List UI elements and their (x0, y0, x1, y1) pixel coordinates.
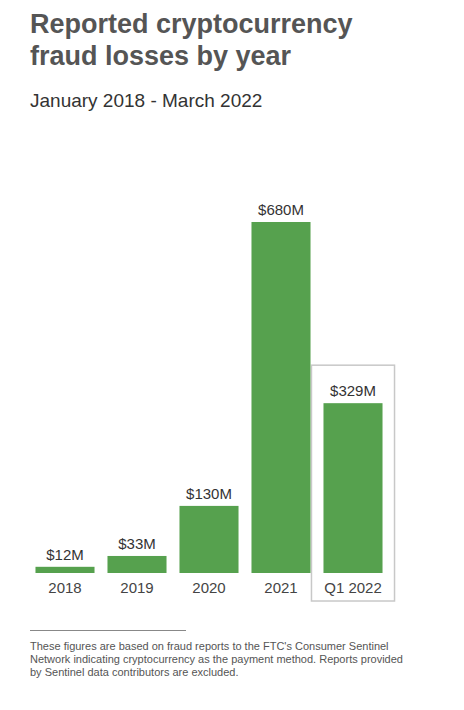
chart-svg: $12M $33M $130M $680M $329M 2018 2019 2020 2021 Q… (0, 0, 464, 710)
x-tick-label: 2018 (48, 579, 81, 596)
data-label: $130M (186, 485, 232, 502)
bar (251, 222, 310, 573)
data-label: $12M (46, 546, 84, 563)
x-tick-label: 2020 (192, 579, 225, 596)
highlight-frame (311, 365, 394, 601)
bar (179, 506, 238, 573)
data-label: $33M (118, 535, 156, 552)
x-tick-label: 2019 (120, 579, 153, 596)
chart-subtitle: January 2018 - March 2022 (30, 90, 262, 112)
chart-note: These figures are based on fraud reports… (30, 640, 410, 679)
data-label: $329M (330, 382, 376, 399)
x-tick-label: Q1 2022 (324, 579, 382, 596)
data-labels: $12M $33M $130M $680M $329M (46, 201, 376, 563)
x-tick: 2019 (120, 573, 153, 596)
bars (35, 222, 382, 573)
x-tick: 2021 (264, 573, 297, 596)
x-tick: 2020 (192, 573, 225, 596)
x-tick-label: 2021 (264, 579, 297, 596)
chart-title: Reported cryptocurrency fraud losses by … (30, 8, 420, 72)
bar (35, 567, 94, 573)
note-rule (30, 630, 186, 631)
bar (107, 556, 166, 573)
bar (323, 403, 382, 573)
data-label: $680M (258, 201, 304, 218)
x-axis: 2018 2019 2020 2021 Q1 2022 (48, 573, 381, 596)
x-tick: Q1 2022 (324, 573, 382, 596)
x-tick: 2018 (48, 573, 81, 596)
